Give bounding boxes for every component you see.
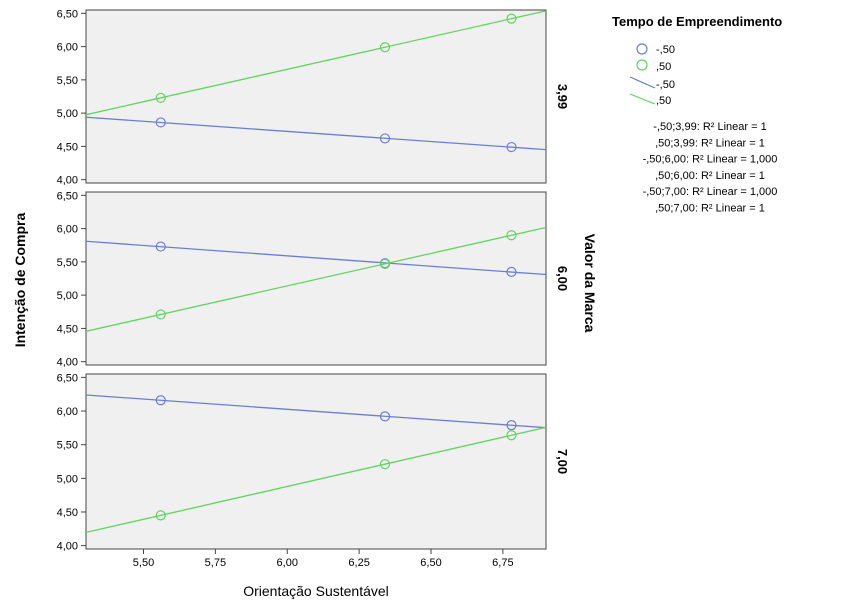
y-tick-label: 4,00 [57, 541, 78, 553]
y-tick-label: 4,00 [57, 175, 78, 187]
fit-line-pos [86, 426, 546, 534]
data-point-pos [379, 258, 391, 269]
data-point-pos [379, 459, 391, 470]
legend-fit-note: -,50;7,00: R² Linear = 1,000 [643, 186, 778, 198]
x-tick-label: 6,75 [492, 557, 513, 569]
data-point-neg [506, 266, 517, 277]
y-tick-label: 4,50 [57, 323, 78, 335]
data-point-neg [155, 395, 166, 406]
x-tick-label: 5,75 [205, 557, 226, 569]
data-point-pos [379, 42, 391, 53]
legend-line-label: -,50 [656, 79, 675, 91]
y-tick-label: 5,50 [57, 440, 78, 452]
panel-label: 7,00 [555, 449, 570, 474]
y-tick-label: 4,50 [57, 141, 78, 153]
data-point-pos [155, 510, 166, 521]
legend-line-neg [629, 76, 656, 89]
legend-line-pos [629, 93, 656, 105]
x-tick-label: 6,50 [420, 557, 441, 569]
legend-title: Tempo de Empreendimento [612, 14, 782, 29]
y-tick-label: 6,50 [57, 190, 78, 202]
panel-axis-title: Valor da Marca [582, 234, 598, 333]
legend-fit-note: ,50;3,99: R² Linear = 1 [655, 137, 765, 149]
y-tick-label: 5,50 [57, 75, 78, 87]
legend-fit-note: ,50;6,00: R² Linear = 1 [655, 170, 765, 182]
legend-marker-pos [636, 59, 648, 71]
y-tick-label: 4,50 [57, 507, 78, 519]
y-tick-label: 6,00 [57, 42, 78, 54]
data-point-pos [506, 13, 517, 24]
legend-line-label: ,50 [656, 95, 671, 107]
fit-line-pos [86, 10, 546, 116]
fit-line-neg [86, 240, 546, 276]
panel-background [85, 9, 547, 184]
legend-marker-label: -,50 [656, 44, 675, 56]
data-point-neg [379, 411, 391, 422]
y-tick-label: 5,50 [57, 257, 78, 269]
data-point-neg [506, 141, 517, 153]
legend-fit-note: -,50;3,99: R² Linear = 1 [653, 121, 766, 133]
panel-label: 6,00 [555, 266, 570, 291]
data-point-neg [506, 420, 517, 431]
y-tick-label: 6,00 [57, 224, 78, 236]
fit-line-pos [86, 226, 546, 332]
x-axis-title: Orientação Sustentável [243, 583, 389, 599]
legend-marker-label: ,50 [656, 61, 671, 73]
legend-marker-neg [636, 43, 648, 55]
y-tick-label: 5,00 [57, 290, 78, 302]
data-point-pos [155, 92, 166, 103]
data-point-neg [155, 117, 166, 128]
legend-fit-note: ,50;7,00: R² Linear = 1 [655, 203, 765, 215]
panel-background [85, 191, 547, 366]
y-axis-title: Intenção de Compra [12, 213, 28, 348]
x-tick-label: 6,00 [277, 557, 298, 569]
y-tick-label: 5,00 [57, 473, 78, 485]
data-point-neg [379, 133, 391, 144]
panel-label: 3,99 [555, 84, 570, 109]
x-tick-label: 6,25 [348, 557, 369, 569]
y-tick-label: 4,00 [57, 357, 78, 369]
fit-line-neg [86, 394, 546, 429]
data-point-neg [155, 241, 166, 252]
x-tick-label: 5,50 [133, 557, 154, 569]
y-tick-label: 6,00 [57, 406, 78, 418]
y-tick-label: 6,50 [57, 8, 78, 20]
fit-line-neg [86, 116, 546, 151]
data-point-pos [506, 430, 517, 441]
y-tick-label: 6,50 [57, 372, 78, 384]
legend-fit-note: -,50;6,00: R² Linear = 1,000 [643, 154, 778, 166]
y-tick-label: 5,00 [57, 108, 78, 120]
data-point-pos [155, 309, 166, 320]
data-point-pos [506, 230, 517, 241]
